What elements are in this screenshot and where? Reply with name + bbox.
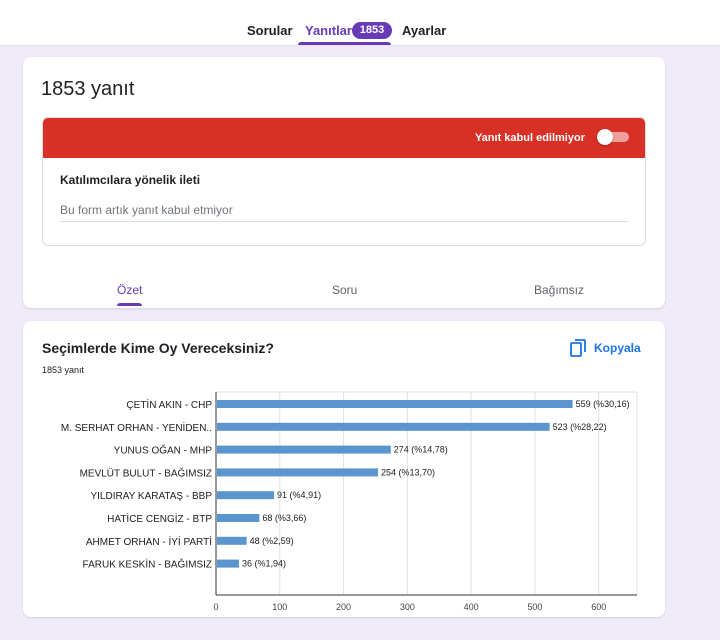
chart-data-label: 559 (%30,16)	[576, 399, 630, 409]
chart-bar	[217, 559, 239, 568]
responses-bar-chart: 0 100 200 300 400 500 600 ÇETİN AKIN - CHP 559 (…	[61, 391, 638, 612]
tab-question[interactable]: Soru	[332, 283, 358, 297]
responses-count-badge: 1853	[352, 22, 392, 39]
question-response-count: 1853 yanıt	[42, 365, 85, 375]
responses-summary-card: 1853 yanıt Yanıt kabul edilmiyor Katılım…	[23, 57, 665, 308]
chart-data-label: 68 (%3,66)	[262, 513, 306, 523]
tab-summary[interactable]: Özet	[117, 283, 143, 297]
accepting-responses-label: Yanıt kabul edilmiyor	[474, 132, 585, 144]
chart-data-label: 254 (%13,70)	[381, 467, 435, 477]
chart-data-label: 36 (%1,94)	[242, 559, 286, 569]
chart-category-label: MEVLÜT BULUT - BAĞIMSIZ	[80, 466, 212, 479]
chart-category-label: AHMET ORHAN - İYİ PARTİ	[86, 535, 212, 548]
chart-x-tick-label: 200	[336, 602, 351, 612]
summary-tab-indicator	[117, 303, 142, 306]
chart-x-tick-label: 500	[527, 602, 542, 612]
copy-label: Kopyala	[594, 341, 641, 355]
copy-chart-button[interactable]: Kopyala	[570, 337, 641, 359]
chart-category-label: M. SERHAT ORHAN - YENİDEN..	[61, 421, 212, 434]
active-tab-indicator	[298, 42, 391, 45]
chart-bar	[217, 536, 247, 545]
accepting-responses-toggle[interactable]	[597, 129, 629, 145]
respondent-message-field[interactable]: Bu form artık yanıt kabul etmiyor	[60, 200, 628, 222]
question-summary-card: Seçimlerde Kime Oy Vereceksiniz? 1853 ya…	[23, 321, 665, 617]
chart-bar	[217, 445, 391, 454]
tab-questions[interactable]: Sorular	[247, 23, 293, 38]
tab-settings[interactable]: Ayarlar	[402, 23, 447, 38]
chart-x-tick-label: 400	[464, 602, 479, 612]
chart-x-tick-label: 600	[591, 602, 606, 612]
toggle-track	[601, 132, 629, 142]
toggle-knob	[597, 129, 613, 145]
chart-bar	[217, 422, 550, 431]
chart-data-label: 91 (%4,91)	[277, 490, 321, 500]
chart-category-label: YUNUS OĞAN - MHP	[114, 444, 213, 457]
chart-category-label: FARUK KESKİN - BAĞIMSIZ	[83, 558, 212, 571]
accepting-responses-panel: Yanıt kabul edilmiyor Katılımcılara yöne…	[42, 117, 646, 246]
chart-category-label: ÇETİN AKIN - CHP	[126, 398, 212, 411]
chart-data-label: 274 (%14,78)	[394, 445, 448, 455]
chart-x-tick-label: 300	[400, 602, 415, 612]
chart-bar	[217, 491, 275, 500]
tab-responses[interactable]: Yanıtlar	[305, 23, 352, 38]
chart-category-label: HATİCE CENGİZ - BTP	[107, 512, 212, 525]
copy-icon	[570, 339, 586, 357]
question-title: Seçimlerde Kime Oy Vereceksiniz?	[42, 340, 274, 356]
chart-data-label: 48 (%2,59)	[250, 536, 294, 546]
chart-x-tick-label: 100	[272, 602, 287, 612]
chart-category-label: YILDIRAY KARATAŞ - BBP	[90, 491, 212, 502]
not-accepting-banner: Yanıt kabul edilmiyor	[43, 118, 645, 158]
chart-data-label: 523 (%28,22)	[553, 422, 607, 432]
chart-bar	[217, 468, 379, 477]
chart-x-tick-label: 0	[213, 602, 218, 612]
chart-bar	[217, 400, 573, 408]
tab-individual[interactable]: Bağımsız	[534, 283, 585, 297]
response-count-title: 1853 yanıt	[41, 78, 135, 100]
chart-bar	[217, 514, 260, 522]
respondent-message-heading: Katılımcılara yönelik ileti	[60, 173, 201, 187]
top-navigation: Sorular Yanıtlar 1853 Ayarlar	[0, 0, 720, 46]
